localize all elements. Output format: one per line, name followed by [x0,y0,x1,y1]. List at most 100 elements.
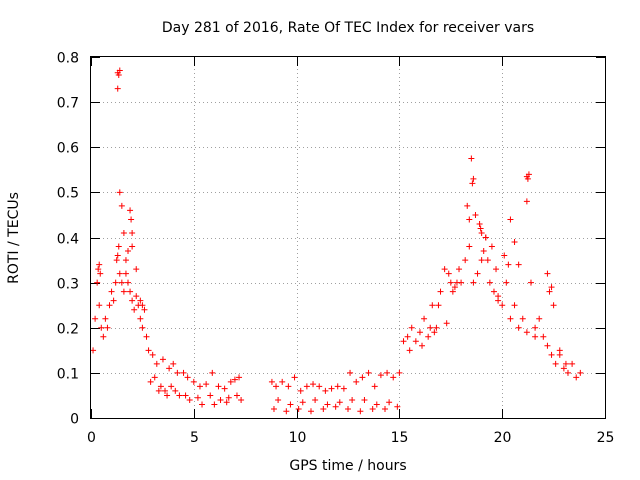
data-point [275,396,282,403]
data-point [416,329,423,336]
data-point [196,383,203,390]
data-point [569,360,576,367]
data-point [425,333,432,340]
data-point [95,266,102,273]
data-point [139,302,146,309]
data-point [125,279,132,286]
data-point [349,396,356,403]
data-point [404,333,411,340]
data-point [495,293,502,300]
data-point [106,302,113,309]
data-point [285,383,292,390]
data-point [129,229,136,236]
data-point [433,324,440,331]
data-point [223,399,230,406]
data-point [270,405,277,412]
data-point [96,302,103,309]
y-tick-label: 0.6 [57,141,79,157]
data-point [536,315,543,322]
data-point [562,360,569,367]
data-point [466,216,473,223]
data-point [115,72,122,79]
data-point [340,385,347,392]
data-point [215,383,222,390]
data-point [176,392,183,399]
data-point [519,315,526,322]
data-point [116,270,123,277]
data-point [116,189,123,196]
data-point [174,369,181,376]
data-point [577,369,584,376]
data-point [431,329,438,336]
data-point [131,306,138,313]
data-point [139,324,146,331]
data-point [108,288,115,295]
data-point [511,302,518,309]
data-point [94,279,101,286]
data-point [279,378,286,385]
x-tick-label: 15 [391,430,409,446]
x-tick-label: 10 [289,430,307,446]
data-point [548,284,555,291]
data-point [199,401,206,408]
data-point [427,324,434,331]
y-tick-label: 0.4 [57,232,79,248]
data-point [122,270,129,277]
data-point [113,257,120,264]
data-point [373,401,380,408]
data-point [480,248,487,255]
data-point [476,220,483,227]
data-point [447,279,454,286]
chart-title: Day 281 of 2016, Rate Of TEC Index for r… [162,20,534,36]
data-point [320,405,327,412]
x-tick-label: 25 [597,430,615,446]
data-point [396,369,403,376]
x-axis-label: GPS time / hours [289,458,406,474]
data-point [544,342,551,349]
data-point [273,383,280,390]
data-point [365,369,372,376]
data-point [564,369,571,376]
data-point [469,180,476,187]
data-point [488,243,495,250]
data-point [324,401,331,408]
data-point [268,378,275,385]
data-point [408,324,415,331]
data-point [120,288,127,295]
data-point [115,243,122,250]
data-point [429,302,436,309]
y-tick-label: 0.5 [57,186,79,202]
data-point [143,333,150,340]
data-point [336,399,343,406]
data-point [90,347,97,354]
data-point [464,202,471,209]
data-point [499,302,506,309]
data-point [97,270,104,277]
data-point [129,243,136,250]
data-point [310,381,317,388]
data-point [503,279,510,286]
data-point [501,252,508,259]
plot-frame [90,56,606,419]
data-point [540,333,547,340]
data-point [371,383,378,390]
data-point [527,279,534,286]
data-point [468,155,475,162]
y-axis-label: ROTI / TECUs [6,192,22,284]
data-point [316,383,323,390]
data-point [437,288,444,295]
data-point [170,360,177,367]
data-point [129,297,136,304]
data-point [507,216,514,223]
data-point [98,324,105,331]
data-point [110,297,117,304]
data-point [470,175,477,182]
data-point [157,383,164,390]
data-point [114,252,121,259]
data-point [287,401,294,408]
data-point [291,374,298,381]
data-point [449,288,456,295]
data-point [238,396,245,403]
data-point [394,403,401,410]
data-point [168,383,175,390]
